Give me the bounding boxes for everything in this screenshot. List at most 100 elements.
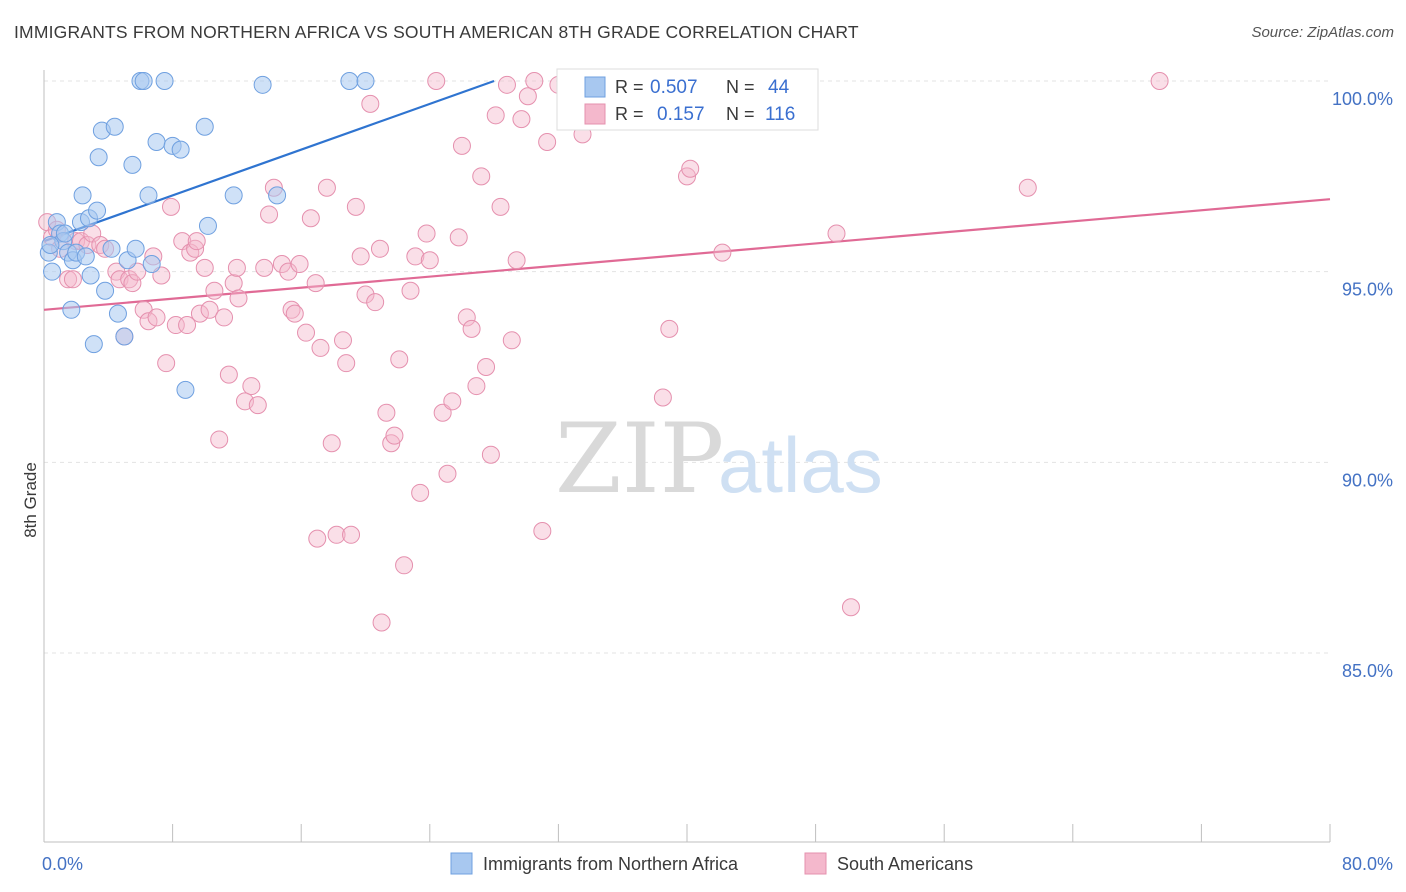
point-pink-93 — [512, 110, 531, 129]
point-pink-51 — [301, 209, 320, 228]
point-blue-13 — [84, 335, 103, 354]
point-pink-109 — [1150, 72, 1169, 90]
point-pink-76 — [427, 72, 446, 90]
point-blue-38 — [268, 186, 287, 205]
point-blue-18 — [102, 239, 121, 258]
legend-swatch-pink — [584, 103, 606, 125]
point-pink-48 — [285, 304, 304, 323]
point-blue-40 — [356, 72, 375, 90]
point-pink-70 — [395, 556, 414, 575]
point-blue-26 — [134, 72, 153, 90]
axes — [43, 70, 1331, 843]
point-pink-94 — [518, 87, 537, 106]
point-pink-80 — [449, 228, 468, 247]
trend-line-pink — [43, 198, 1331, 311]
point-pink-23 — [157, 354, 176, 373]
watermark-atlas: atlas — [718, 421, 883, 509]
point-pink-88 — [486, 106, 505, 125]
y-tick-label-2: 90.0% — [1342, 470, 1393, 490]
point-pink-91 — [502, 331, 521, 350]
legend: R = 0.507 N = 44 R = 0.157 N = 116 — [556, 68, 819, 131]
point-pink-59 — [342, 525, 361, 544]
point-pink-53 — [311, 338, 330, 357]
point-pink-78 — [438, 464, 457, 483]
point-blue-19 — [105, 117, 124, 136]
point-pink-24 — [161, 197, 180, 216]
point-pink-69 — [390, 350, 409, 369]
point-pink-110 — [308, 529, 327, 548]
point-pink-55 — [322, 434, 341, 453]
point-pink-92 — [507, 251, 526, 270]
y-tick-label-3: 85.0% — [1342, 661, 1393, 681]
point-pink-4 — [59, 270, 78, 289]
legend-n-value-1: 44 — [768, 77, 790, 98]
point-blue-20 — [108, 304, 127, 323]
point-pink-79 — [443, 392, 462, 411]
legend-r-label-2: R = — [615, 104, 644, 124]
point-pink-34 — [210, 430, 229, 449]
point-pink-86 — [477, 358, 496, 376]
point-pink-52 — [306, 274, 325, 293]
point-blue-42 — [55, 224, 74, 243]
point-pink-49 — [290, 255, 309, 274]
point-blue-41 — [41, 235, 60, 254]
point-pink-54 — [317, 178, 336, 197]
legend-n-label-1: N = — [726, 77, 755, 97]
point-pink-16 — [123, 274, 142, 293]
point-blue-33 — [176, 380, 195, 399]
watermark-zip: ZIP — [555, 403, 724, 515]
watermark: ZIP atlas — [555, 403, 883, 515]
point-pink-31 — [195, 258, 214, 277]
point-pink-89 — [491, 197, 510, 216]
point-pink-50 — [297, 323, 316, 342]
point-pink-71 — [401, 281, 420, 300]
point-pink-60 — [346, 197, 365, 216]
point-pink-63 — [361, 94, 380, 113]
point-pink-102 — [660, 319, 679, 338]
point-blue-28 — [142, 255, 161, 274]
point-blue-27 — [139, 186, 158, 205]
point-pink-74 — [417, 224, 436, 243]
point-pink-104 — [681, 159, 700, 178]
point-pink-30 — [190, 304, 209, 323]
point-pink-96 — [538, 133, 557, 152]
legend-r-label-1: R = — [615, 77, 644, 97]
legend-n-value-2: 116 — [765, 104, 795, 125]
point-blue-37 — [253, 75, 272, 94]
point-blue-15 — [89, 148, 108, 167]
point-pink-62 — [356, 285, 375, 304]
tick-labels: 100.0% 95.0% 90.0% 85.0% 0.0% 80.0% — [42, 89, 1393, 874]
legend-swatch-blue — [584, 76, 606, 98]
trend-line-blue — [43, 79, 495, 243]
point-pink-38 — [229, 289, 248, 308]
point-blue-34 — [195, 117, 214, 136]
point-blue-43 — [76, 247, 95, 266]
point-blue-30 — [155, 72, 174, 90]
point-blue-23 — [123, 155, 142, 174]
y-tick-label-0: 100.0% — [1332, 89, 1393, 109]
point-pink-35 — [215, 308, 234, 327]
point-blue-36 — [224, 186, 243, 205]
point-pink-40 — [242, 377, 261, 396]
point-blue-1 — [43, 262, 62, 281]
point-blue-14 — [88, 201, 107, 220]
x-tick-label-0: 0.0% — [42, 854, 83, 874]
point-blue-35 — [198, 216, 217, 235]
point-pink-21 — [147, 308, 166, 327]
point-pink-111 — [372, 613, 391, 632]
point-pink-37 — [224, 274, 243, 293]
chart-source: Source: ZipAtlas.com — [1251, 24, 1394, 41]
point-pink-57 — [333, 331, 352, 350]
point-pink-56 — [327, 525, 346, 544]
point-pink-43 — [260, 205, 279, 224]
point-pink-82 — [457, 308, 476, 327]
x-tick-label-1: 80.0% — [1342, 854, 1393, 874]
point-blue-39 — [340, 72, 359, 90]
point-pink-65 — [370, 239, 389, 258]
point-blue-24 — [126, 239, 145, 258]
point-pink-33 — [205, 281, 224, 300]
bottom-legend-swatch-blue — [450, 852, 473, 875]
bottom-legend: Immigrants from Northern Africa South Am… — [450, 852, 973, 875]
point-pink-112 — [187, 232, 206, 251]
point-pink-73 — [411, 483, 430, 502]
